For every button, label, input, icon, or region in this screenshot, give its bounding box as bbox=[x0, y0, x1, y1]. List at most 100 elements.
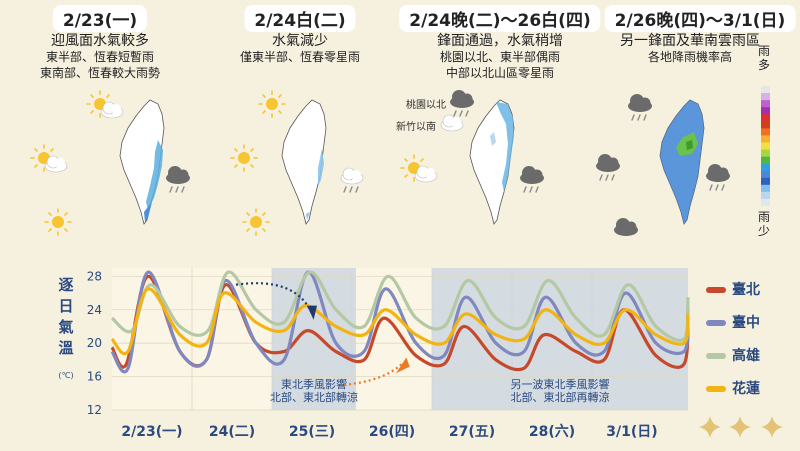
rain-legend-swatch bbox=[761, 170, 770, 179]
x-tick-label: 27(五) bbox=[449, 424, 495, 440]
series-line-3 bbox=[110, 270, 690, 342]
shaded-region-label: 北部、東北部再轉涼 bbox=[511, 390, 610, 404]
legend-label: 臺北 bbox=[732, 281, 760, 298]
legend-swatch bbox=[706, 386, 726, 392]
y-axis-label: 逐 bbox=[58, 276, 73, 294]
panel-line: 東南部、恆春較大雨勢 bbox=[39, 66, 160, 80]
x-tick-label: 26(四) bbox=[369, 424, 415, 440]
y-axis-label: 溫 bbox=[58, 339, 73, 357]
panel-description: 水氣減少 僅東半部、恆春零星雨 bbox=[200, 33, 400, 65]
x-tick-label: 25(三) bbox=[289, 424, 335, 440]
rain-legend-swatch bbox=[761, 107, 770, 115]
panel-description: 鋒面通過，水氣稍增 桃園以北、東半部偶雨 中部以北山區零星雨 bbox=[400, 33, 600, 81]
rain-legend-swatch bbox=[761, 121, 770, 129]
series-line-2 bbox=[110, 270, 690, 374]
side-label-south: 新竹以南 bbox=[396, 122, 436, 133]
y-tick-label: 28 bbox=[87, 269, 102, 283]
rain-legend-swatch bbox=[761, 114, 770, 122]
rain-legend-swatch bbox=[761, 86, 770, 94]
rain-drops-icon bbox=[453, 110, 469, 117]
legend-label: 臺中 bbox=[732, 314, 760, 331]
taiwan-map-1 bbox=[119, 99, 165, 225]
legend-swatch bbox=[706, 353, 726, 359]
legend-swatch bbox=[706, 287, 726, 293]
sparkle-icon bbox=[761, 416, 783, 438]
warming-arrow bbox=[343, 363, 403, 387]
shaded-region-label: 另一波東北季風影響 bbox=[511, 377, 610, 391]
rain-legend-swatch bbox=[761, 128, 770, 136]
shaded-region-label: 北部、東北部轉涼 bbox=[270, 390, 358, 404]
legend-swatch bbox=[706, 320, 726, 326]
panel-description: 另一鋒面及華南雲雨區 各地降雨機率高 bbox=[600, 33, 780, 65]
rain-legend-bar bbox=[761, 86, 770, 206]
rain-legend-swatch bbox=[761, 149, 770, 157]
y-tick-label: 12 bbox=[87, 403, 102, 417]
cooling-arrow-head bbox=[307, 305, 317, 320]
panel-date: 2/24白(二) bbox=[244, 5, 356, 32]
cloud-icon bbox=[414, 165, 438, 183]
panel-date: 2/24晚(二)〜26白(四) bbox=[399, 5, 601, 32]
forecast-panel-2: 2/24白(二) 水氣減少 僅東半部、恆春零星雨 bbox=[200, 0, 400, 250]
cloud-icon bbox=[44, 155, 68, 173]
forecast-panel-3: 2/24晚(二)〜26白(四) 鋒面通過，水氣稍增 桃園以北、東半部偶雨 中部以… bbox=[396, 0, 601, 250]
panel-line: 僅東半部、恆春零星雨 bbox=[239, 50, 360, 64]
side-label-north: 桃園以北 bbox=[406, 100, 446, 111]
panel-line: 各地降雨機率高 bbox=[647, 50, 732, 64]
y-tick-label: 24 bbox=[87, 303, 102, 317]
sparkle-icon bbox=[699, 416, 721, 438]
panel-line: 東半部、恆春短暫雨 bbox=[45, 50, 154, 64]
panel-line: 迎風面水氣較多 bbox=[51, 33, 149, 49]
rain-cloud-icon bbox=[520, 166, 544, 184]
shaded-region bbox=[272, 268, 356, 410]
rain-drops-icon bbox=[709, 184, 725, 191]
sparkle-icon bbox=[729, 416, 751, 438]
cloud-icon bbox=[100, 101, 124, 119]
taiwan-map-3 bbox=[469, 99, 515, 225]
x-tick-label: 24(二) bbox=[209, 424, 255, 440]
legend-label: 高雄 bbox=[732, 347, 760, 364]
rain-legend-swatch bbox=[761, 191, 770, 200]
panel-line: 另一鋒面及華南雲雨區 bbox=[620, 33, 760, 49]
cloud-icon bbox=[340, 167, 364, 185]
maps-layer bbox=[30, 90, 730, 236]
rain-legend-bottom: 雨少 bbox=[758, 210, 771, 238]
panel-date: 2/26晚(四)〜3/1(日) bbox=[604, 5, 796, 32]
rain-legend-swatch bbox=[761, 184, 770, 193]
y-tick-label: 20 bbox=[87, 336, 102, 350]
rain-legend-swatch bbox=[761, 177, 770, 186]
taiwan-map-2 bbox=[281, 99, 327, 225]
rain-cloud-icon bbox=[706, 164, 730, 182]
y-tick-label: 16 bbox=[87, 370, 102, 384]
sun-icon bbox=[230, 144, 258, 172]
x-tick-label: 3/1(日) bbox=[606, 424, 657, 440]
rain-cloud-icon bbox=[596, 154, 620, 172]
cloud-icon bbox=[440, 114, 464, 132]
panel-line: 鋒面通過，水氣稍增 bbox=[437, 33, 563, 49]
rain-drops-icon bbox=[343, 186, 359, 193]
panel-date: 2/23(一) bbox=[52, 5, 148, 32]
series-line-4 bbox=[110, 287, 690, 356]
rain-legend-swatch bbox=[761, 156, 770, 164]
rain-legend-swatch bbox=[761, 142, 770, 150]
x-tick-label: 28(六) bbox=[529, 423, 575, 440]
panel-line: 中部以北山區零星雨 bbox=[445, 66, 554, 80]
panel-description: 迎風面水氣較多 東半部、恆春短暫雨 東南部、恆春較大雨勢 bbox=[0, 33, 200, 81]
sun-icon bbox=[242, 208, 270, 236]
rain-cloud-icon bbox=[628, 94, 652, 112]
rain-legend-swatch bbox=[761, 198, 770, 206]
panel-line: 桃園以北、東半部偶雨 bbox=[439, 50, 560, 64]
rain-legend-swatch bbox=[761, 135, 770, 143]
rain-cloud-icon bbox=[450, 90, 474, 108]
y-axis-unit: (℃) bbox=[58, 371, 73, 380]
legend-label: 花蓮 bbox=[732, 380, 760, 397]
panel-line: 水氣減少 bbox=[272, 33, 328, 49]
warming-arrow-head bbox=[396, 357, 410, 374]
rain-legend-swatch bbox=[761, 100, 770, 108]
rain-legend-swatch bbox=[761, 93, 770, 101]
shaded-region-label: 東北季風影響 bbox=[281, 377, 347, 391]
x-tick-label: 2/23(一) bbox=[121, 424, 182, 440]
rain-legend-top: 雨多 bbox=[758, 44, 771, 72]
forecast-panel-1: 2/23(一) 迎風面水氣較多 東半部、恆春短暫雨 東南部、恆春較大雨勢 bbox=[0, 0, 200, 250]
rain-cloud-icon bbox=[166, 166, 190, 184]
